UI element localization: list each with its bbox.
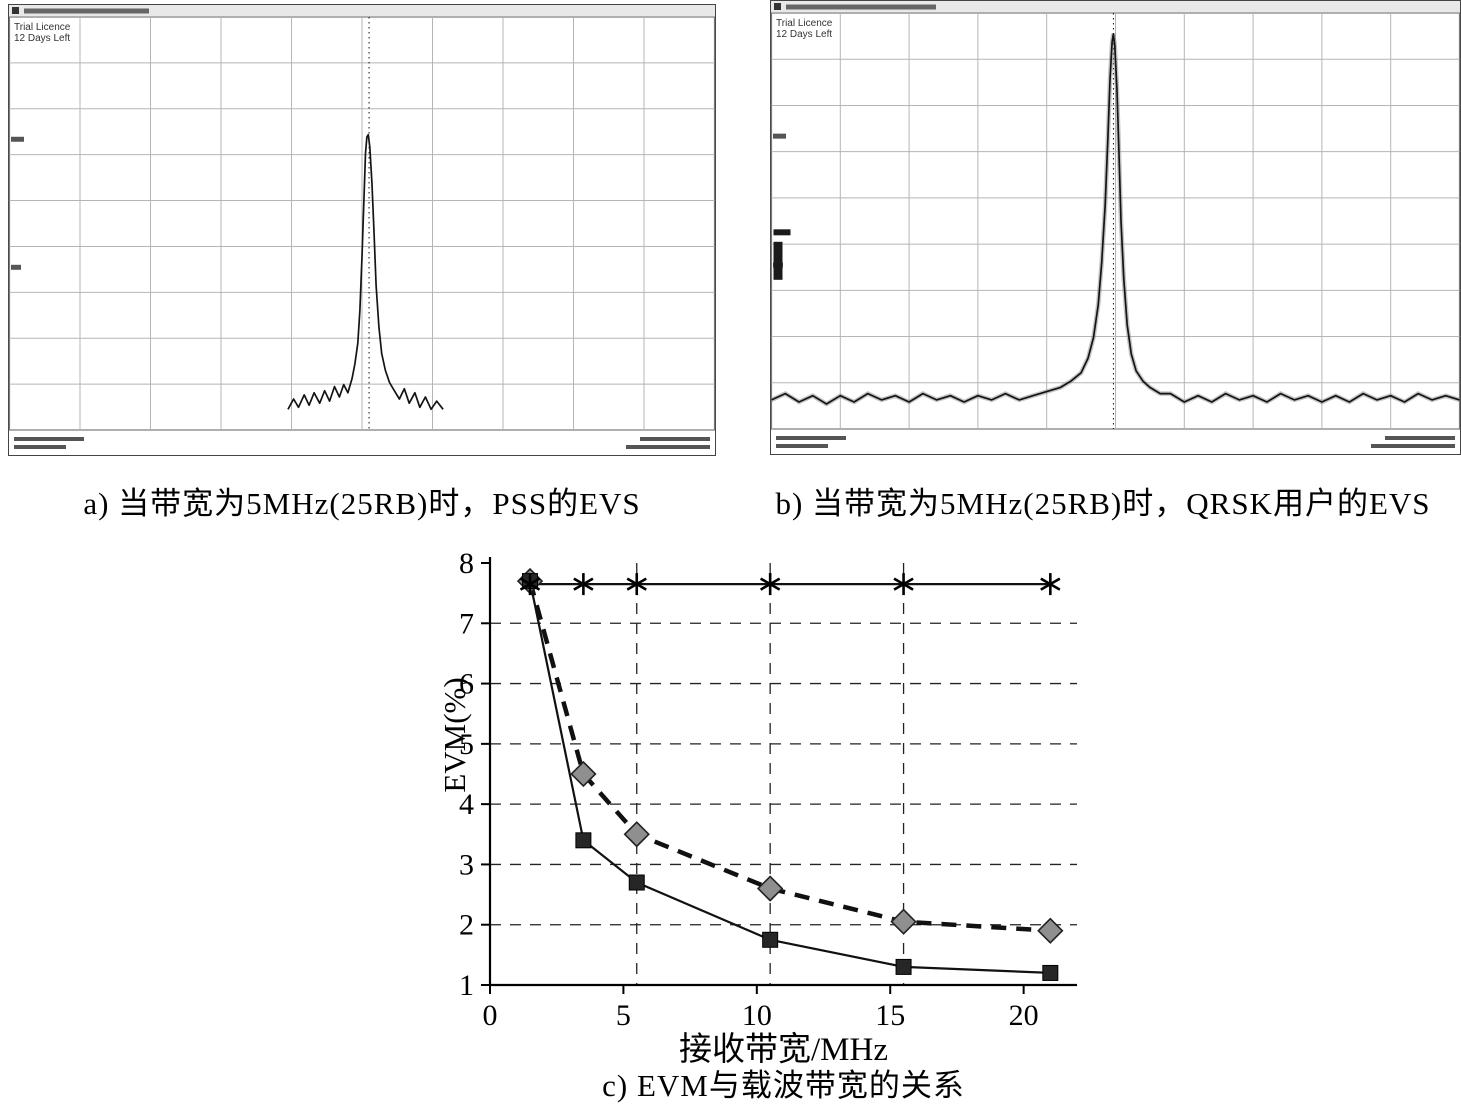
star-series-marker	[519, 573, 541, 596]
star-series-marker	[1040, 573, 1061, 596]
diamond-series-marker	[890, 908, 917, 935]
y-scale-placeholder	[11, 136, 24, 142]
square-series-line	[528, 580, 1051, 974]
x-tick-label: 15	[875, 999, 905, 1032]
svg-text:Trial Licence: Trial Licence	[776, 18, 833, 29]
footer-text-placeholder	[1371, 444, 1455, 448]
titlebar-icon	[12, 7, 19, 14]
y-tick-label: 1	[459, 969, 474, 1002]
caption-b: b) 当带宽为5MHz(25RB)时，QRSK用户的EVS	[775, 486, 1431, 521]
diamond-series-marker	[623, 821, 650, 848]
y-scale-placeholder	[773, 133, 786, 139]
footer-text-placeholder	[776, 436, 846, 440]
footer-text-placeholder	[14, 445, 66, 449]
y-tick-label: 5	[459, 728, 474, 761]
star-series-marker	[759, 573, 781, 596]
titlebar-text-placeholder	[24, 8, 149, 14]
square-series-marker	[1042, 964, 1059, 981]
diamond-series-marker	[757, 875, 784, 902]
titlebar-text-placeholder	[786, 4, 936, 10]
footer-text-placeholder	[14, 437, 84, 441]
footer-text-placeholder	[626, 445, 710, 449]
grid	[8, 16, 716, 431]
footer-text-placeholder	[1385, 436, 1455, 440]
x-tick-label: 10	[742, 999, 772, 1032]
star-series-marker	[893, 573, 914, 596]
x-tick-label: 20	[1009, 999, 1039, 1032]
footer-text-placeholder	[776, 444, 828, 448]
diamond-series-marker	[570, 760, 597, 788]
square-series-marker	[628, 874, 645, 891]
y-tick-label: 6	[459, 668, 474, 701]
star-series-marker	[573, 573, 594, 596]
y-scale-placeholder	[11, 264, 21, 270]
marker-readout-placeholder	[773, 229, 791, 236]
y-tick-label: 8	[459, 547, 474, 580]
y-tick-label: 3	[459, 848, 474, 881]
x-tick-label: 5	[616, 999, 631, 1032]
diamond-series-line	[527, 580, 1051, 933]
evm-x-axis-label: 接收带宽/MHz	[679, 1032, 888, 1068]
diamond-series-marker	[1037, 917, 1064, 944]
square-series-marker	[895, 958, 912, 975]
titlebar	[771, 1, 1460, 12]
spectrum-trace	[771, 32, 1460, 405]
titlebar-icon	[774, 3, 781, 10]
svg-text:12 Days Left: 12 Days Left	[14, 33, 70, 44]
spectrum-trace	[287, 133, 444, 411]
footer-text-placeholder	[640, 437, 710, 441]
svg-text:Trial Licence: Trial Licence	[14, 22, 71, 33]
square-series-marker	[575, 832, 592, 849]
evm-y-axis-label: EVM(%)	[437, 677, 472, 793]
axes	[481, 557, 1077, 994]
star-series-marker	[626, 573, 647, 596]
y-tick-label: 2	[459, 909, 474, 942]
caption-c: c) EVM与载波带宽的关系	[602, 1068, 965, 1103]
marker-readout-placeholder	[773, 241, 783, 280]
caption-a: a) 当带宽为5MHz(25RB)时，PSS的EVS	[83, 486, 641, 521]
x-tick-label: 0	[483, 999, 498, 1032]
y-tick-label: 7	[459, 607, 474, 640]
y-tick-label: 4	[459, 788, 474, 821]
square-series-marker	[762, 931, 779, 948]
svg-text:12 Days Left: 12 Days Left	[776, 29, 832, 40]
evm-chart: 1 2 3 4 5 6 7 8 0 5 10 15 20	[459, 547, 1077, 1032]
titlebar	[9, 5, 715, 16]
